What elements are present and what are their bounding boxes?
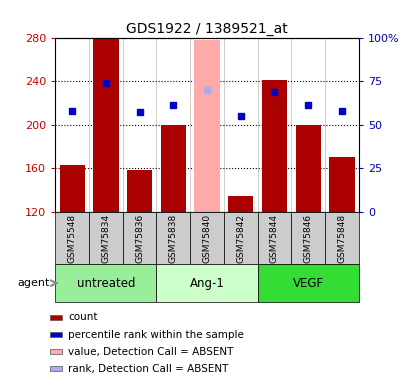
Text: agent: agent — [17, 278, 49, 288]
Bar — [160, 124, 186, 212]
Bar — [50, 332, 61, 337]
Text: rank, Detection Call = ABSENT: rank, Detection Call = ABSENT — [68, 364, 228, 374]
Text: GSM75844: GSM75844 — [269, 214, 278, 262]
Bar — [261, 80, 286, 212]
Bar — [227, 195, 253, 212]
Bar — [127, 171, 152, 212]
Bar — [55, 212, 89, 264]
Title: GDS1922 / 1389521_at: GDS1922 / 1389521_at — [126, 22, 287, 36]
Bar — [93, 38, 118, 212]
Bar — [59, 165, 85, 212]
Bar — [223, 212, 257, 264]
Bar — [55, 264, 156, 302]
Bar — [324, 212, 358, 264]
Text: value, Detection Call = ABSENT: value, Detection Call = ABSENT — [68, 346, 233, 357]
Bar — [89, 212, 122, 264]
Bar — [50, 315, 61, 320]
Text: GSM75838: GSM75838 — [169, 213, 178, 263]
Bar — [257, 212, 291, 264]
Text: untreated: untreated — [76, 277, 135, 290]
Text: GSM75842: GSM75842 — [236, 214, 245, 262]
Bar — [295, 124, 320, 212]
Bar — [122, 212, 156, 264]
Bar — [328, 158, 354, 212]
Text: count: count — [68, 312, 97, 322]
Text: percentile rank within the sample: percentile rank within the sample — [68, 330, 243, 339]
Bar — [50, 366, 61, 371]
Text: VEGF: VEGF — [292, 277, 323, 290]
Bar — [257, 264, 358, 302]
Text: GSM75836: GSM75836 — [135, 213, 144, 263]
Text: GSM75848: GSM75848 — [337, 214, 346, 262]
Text: GSM75840: GSM75840 — [202, 214, 211, 262]
Text: GSM75548: GSM75548 — [67, 214, 76, 262]
Bar — [156, 212, 190, 264]
Bar — [194, 40, 219, 212]
Bar — [50, 349, 61, 354]
Text: GSM75846: GSM75846 — [303, 214, 312, 262]
Bar — [156, 264, 257, 302]
Bar — [190, 212, 223, 264]
Text: GSM75834: GSM75834 — [101, 214, 110, 262]
Bar — [291, 212, 324, 264]
Text: Ang-1: Ang-1 — [189, 277, 224, 290]
